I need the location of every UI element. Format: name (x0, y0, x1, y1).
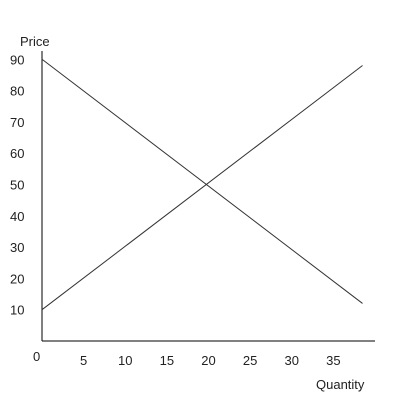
x-tick-label: 25 (243, 353, 257, 368)
y-tick-label: 20 (10, 271, 24, 286)
y-tick-label: 50 (10, 177, 24, 192)
series-line-downward (41, 58, 363, 304)
y-tick-labels: 10 20 30 40 50 60 70 80 90 (10, 52, 24, 317)
origin-label: 0 (33, 349, 40, 364)
y-tick-label: 10 (10, 303, 24, 318)
y-tick-label: 70 (10, 115, 24, 130)
y-tick-label: 40 (10, 209, 24, 224)
x-tick-label: 15 (160, 353, 174, 368)
y-tick-label: 90 (10, 52, 24, 67)
x-tick-label: 10 (118, 353, 132, 368)
y-tick-label: 60 (10, 146, 24, 161)
y-tick-label: 80 (10, 84, 24, 99)
axes (41, 51, 375, 342)
x-tick-label: 20 (201, 353, 215, 368)
y-tick-label: 30 (10, 240, 24, 255)
x-tick-label: 35 (326, 353, 340, 368)
series-line-upward (41, 65, 363, 311)
x-tick-labels: 5 10 15 20 25 30 35 (80, 353, 341, 368)
series-group (41, 58, 363, 311)
x-axis-label: Quantity (316, 377, 365, 392)
x-tick-label: 30 (285, 353, 299, 368)
y-axis-label: Price (20, 34, 50, 49)
x-tick-label: 5 (80, 353, 87, 368)
